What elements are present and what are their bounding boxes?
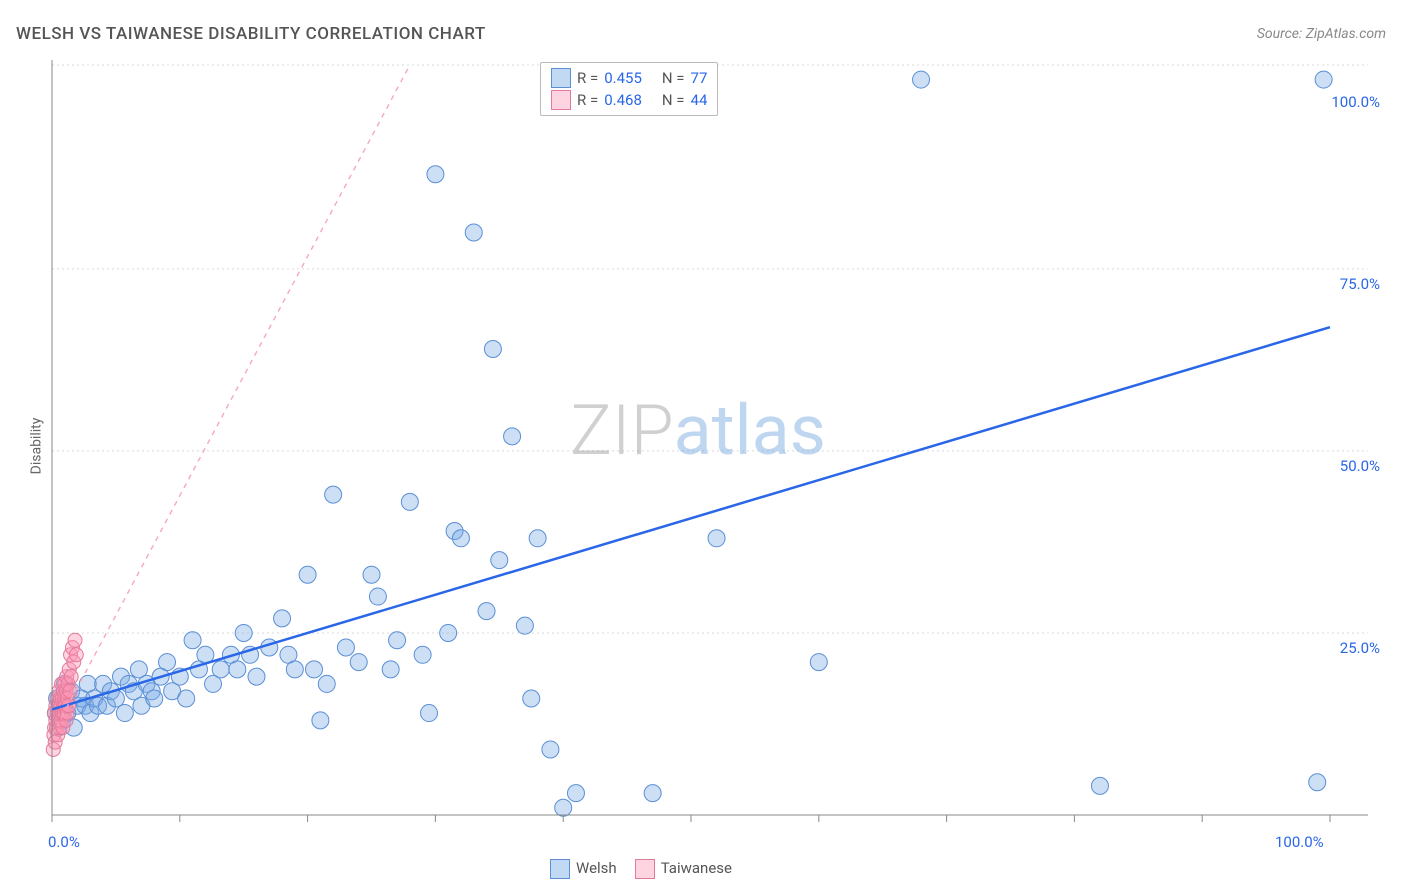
x-tick-label: 100.0%	[1275, 833, 1324, 851]
legend-swatch	[551, 90, 571, 110]
r-label: R =	[577, 91, 598, 109]
stats-legend-row: R = 0.468 N = 44	[551, 89, 707, 111]
y-tick-label: 75.0%	[1320, 275, 1380, 293]
legend-swatch	[550, 859, 570, 879]
r-value: 0.468	[604, 91, 642, 109]
legend-swatch	[551, 68, 571, 88]
legend-swatch	[635, 859, 655, 879]
y-tick-label: 100.0%	[1320, 93, 1380, 111]
scatter-plot	[40, 55, 1370, 845]
source-attribution: Source: ZipAtlas.com	[1257, 26, 1386, 42]
series-legend: Welsh Taiwanese	[550, 859, 732, 879]
legend-label: Taiwanese	[661, 859, 732, 877]
stats-legend-row: R = 0.455 N = 77	[551, 67, 707, 89]
legend-item: Welsh	[550, 859, 617, 879]
n-value: 77	[691, 69, 708, 87]
legend-label: Welsh	[576, 859, 617, 877]
n-label: N =	[662, 69, 685, 87]
y-tick-label: 25.0%	[1320, 639, 1380, 657]
n-value: 44	[691, 91, 708, 109]
n-label: N =	[662, 91, 685, 109]
chart-title: WELSH VS TAIWANESE DISABILITY CORRELATIO…	[16, 24, 486, 44]
y-tick-label: 50.0%	[1320, 457, 1380, 475]
x-tick-label: 0.0%	[48, 833, 80, 851]
r-value: 0.455	[604, 69, 642, 87]
legend-item: Taiwanese	[635, 859, 732, 879]
stats-legend: R = 0.455 N = 77 R = 0.468 N = 44	[540, 62, 718, 116]
r-label: R =	[577, 69, 598, 87]
